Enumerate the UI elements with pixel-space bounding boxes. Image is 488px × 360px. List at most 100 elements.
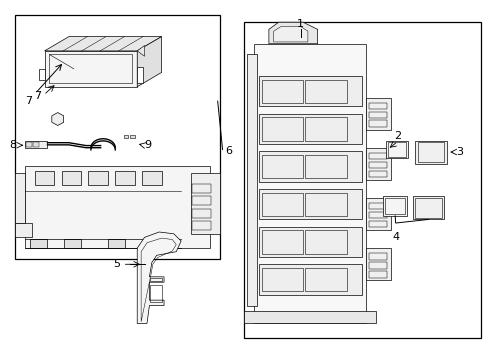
Polygon shape: [137, 37, 161, 87]
Polygon shape: [273, 27, 307, 42]
Circle shape: [149, 194, 155, 198]
Text: 5: 5: [113, 259, 120, 269]
Bar: [15, 15, 220, 259]
Polygon shape: [15, 173, 25, 223]
Bar: [305, 230, 346, 253]
Bar: [191, 209, 211, 218]
Polygon shape: [44, 37, 161, 51]
Bar: [259, 151, 361, 182]
Text: 8: 8: [10, 140, 17, 150]
Polygon shape: [137, 45, 144, 56]
Text: 6: 6: [224, 145, 231, 156]
Polygon shape: [137, 232, 181, 323]
Bar: [368, 262, 386, 269]
Bar: [33, 142, 39, 147]
Bar: [368, 103, 386, 109]
Bar: [259, 189, 361, 220]
Text: 9: 9: [144, 140, 151, 150]
Bar: [191, 184, 211, 193]
Bar: [414, 198, 441, 218]
Bar: [30, 239, 47, 248]
Polygon shape: [52, 113, 63, 126]
Bar: [88, 171, 108, 185]
Circle shape: [95, 194, 101, 198]
Bar: [259, 226, 361, 257]
Bar: [26, 142, 32, 147]
Bar: [191, 196, 211, 205]
Bar: [244, 22, 480, 338]
Ellipse shape: [277, 291, 321, 313]
Bar: [130, 135, 135, 138]
Bar: [157, 239, 173, 248]
Bar: [417, 142, 444, 162]
Text: 4: 4: [391, 232, 398, 242]
Polygon shape: [39, 69, 44, 80]
Bar: [108, 239, 125, 248]
Text: 7: 7: [25, 96, 32, 106]
Bar: [150, 278, 162, 281]
Bar: [259, 114, 361, 144]
Bar: [261, 193, 303, 216]
Polygon shape: [137, 67, 143, 83]
Bar: [383, 196, 406, 216]
Bar: [368, 153, 386, 159]
Bar: [387, 142, 405, 157]
Bar: [191, 221, 211, 230]
Bar: [412, 196, 444, 220]
Bar: [368, 203, 386, 210]
Bar: [115, 171, 135, 185]
Circle shape: [41, 194, 47, 198]
Bar: [25, 166, 210, 248]
Bar: [368, 271, 386, 278]
Polygon shape: [268, 22, 317, 44]
Bar: [61, 171, 81, 185]
Bar: [366, 98, 390, 130]
Bar: [366, 198, 390, 230]
Ellipse shape: [285, 296, 312, 308]
Text: 1: 1: [297, 19, 304, 29]
Bar: [368, 162, 386, 168]
Bar: [123, 135, 128, 138]
Bar: [305, 155, 346, 178]
Bar: [244, 311, 375, 323]
Bar: [368, 171, 386, 177]
Bar: [366, 248, 390, 280]
Text: 7: 7: [34, 91, 41, 101]
Bar: [150, 285, 162, 302]
Bar: [368, 221, 386, 227]
Bar: [414, 140, 446, 164]
Bar: [305, 117, 346, 140]
Bar: [15, 223, 32, 237]
Text: 3: 3: [456, 147, 463, 157]
Bar: [259, 264, 361, 295]
Polygon shape: [44, 51, 137, 87]
Bar: [261, 117, 303, 140]
Bar: [385, 198, 404, 215]
Bar: [190, 173, 220, 234]
Bar: [142, 171, 161, 185]
Bar: [254, 44, 366, 323]
Bar: [305, 268, 346, 291]
Bar: [305, 80, 346, 103]
Circle shape: [54, 117, 61, 122]
Bar: [25, 141, 47, 148]
Circle shape: [122, 194, 128, 198]
Bar: [49, 54, 132, 83]
Bar: [64, 239, 81, 248]
Bar: [261, 268, 303, 291]
Bar: [259, 76, 361, 107]
Bar: [368, 212, 386, 219]
Ellipse shape: [123, 138, 137, 152]
Bar: [261, 155, 303, 178]
Text: 2: 2: [394, 131, 401, 140]
Bar: [35, 171, 54, 185]
Bar: [305, 193, 346, 216]
Bar: [246, 54, 256, 306]
Bar: [366, 148, 390, 180]
Circle shape: [68, 194, 74, 198]
Bar: [368, 112, 386, 118]
Bar: [385, 140, 407, 158]
Ellipse shape: [120, 135, 140, 155]
Bar: [261, 80, 303, 103]
Bar: [368, 253, 386, 260]
